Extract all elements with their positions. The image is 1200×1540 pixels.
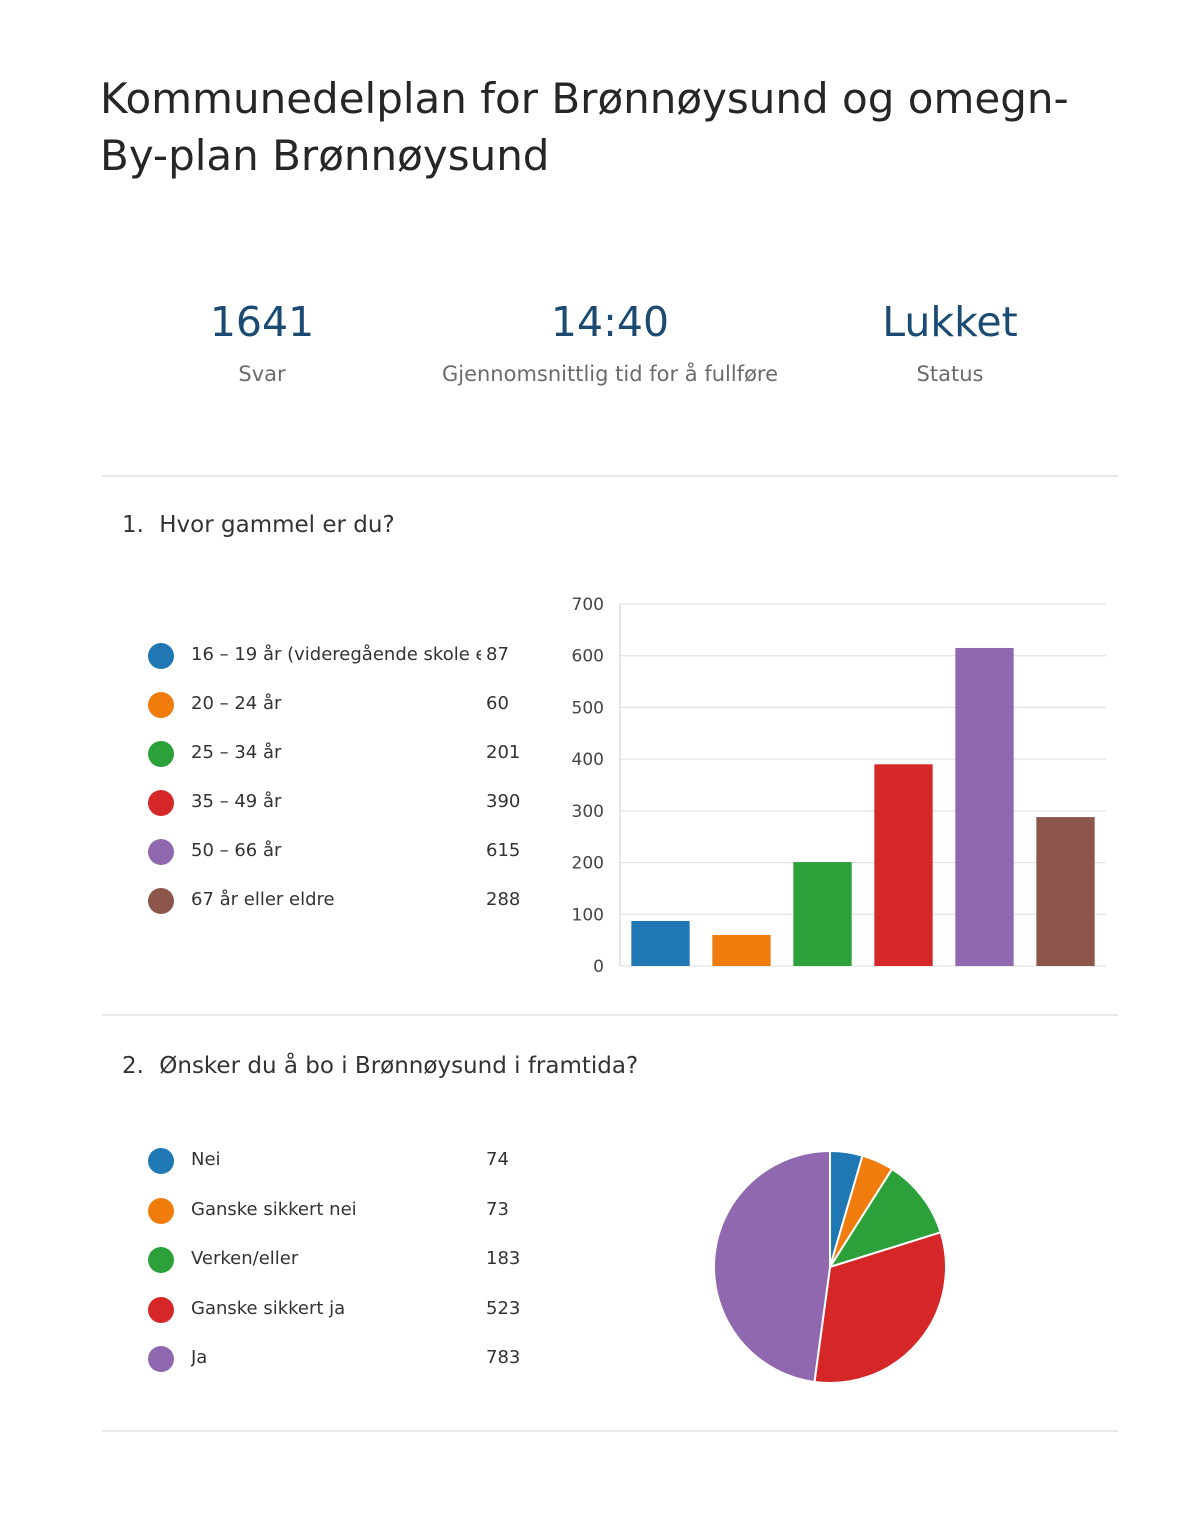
- future-legend-label: Verken/eller: [191, 1248, 299, 1269]
- future-legend-value: 74: [486, 1149, 509, 1170]
- age-legend-swatch: [148, 888, 174, 914]
- future-legend-label: Ganske sikkert ja: [191, 1297, 346, 1319]
- age-legend-value: 390: [486, 791, 521, 812]
- pie-slice: [813, 1231, 947, 1384]
- age-legend-swatch: [148, 643, 174, 669]
- age-legend-label: 25 – 34 år: [191, 742, 282, 763]
- age-legend-label: 35 – 49 år: [191, 791, 282, 812]
- future-legend-item: Nei 74: [148, 1146, 528, 1176]
- stat-avg-time-value: 14:40: [550, 298, 670, 346]
- future-legend-label: Ganske sikkert nei: [191, 1198, 357, 1220]
- bar: [793, 862, 852, 966]
- future-legend-label: Nei: [191, 1149, 221, 1170]
- age-legend-swatch: [148, 790, 174, 816]
- y-tick-label: 600: [572, 647, 604, 667]
- question-2-number: 2.: [122, 1053, 144, 1079]
- future-legend-item: Ganske sikkert ja 523: [148, 1295, 528, 1325]
- age-legend-label: 50 – 66 år: [191, 840, 282, 861]
- future-legend-item: Ganske sikkert nei 73: [148, 1196, 528, 1226]
- bar: [1036, 817, 1095, 966]
- question-1-number: 1.: [122, 512, 144, 538]
- pie-slice: [829, 1168, 942, 1268]
- stat-avg-time: 14:40 Gjennomsnittlig tid for å fullføre: [420, 296, 800, 386]
- future-pie-chart: [713, 1150, 947, 1384]
- age-legend-value: 201: [486, 742, 521, 763]
- stat-responses-label: Svar: [238, 362, 286, 386]
- question-2-text: Ønsker du å bo i Brønnøysund i framtida?: [159, 1053, 639, 1079]
- future-legend-swatch: [148, 1197, 174, 1224]
- future-legend-label: Ja: [191, 1347, 208, 1368]
- y-tick-label: 0: [593, 957, 604, 977]
- question-1-heading: 1. Hvor gammel er du?: [122, 512, 395, 538]
- age-bar-chart: 0 100 200 300 400 500 600 700: [572, 595, 1106, 977]
- y-tick-label: 300: [572, 802, 604, 822]
- question-2-heading: 2. Ønsker du å bo i Brønnøysund i framti…: [122, 1053, 638, 1079]
- stat-status: Lukket Status: [850, 296, 1050, 386]
- divider: [102, 1014, 1118, 1016]
- future-legend-swatch: [148, 1148, 174, 1174]
- age-legend-item: 16 – 19 år (videregående skole e... 87: [148, 641, 528, 671]
- y-tick-label: 200: [572, 854, 604, 874]
- age-legend-value: 87: [486, 644, 509, 665]
- bar: [631, 921, 690, 966]
- divider: [102, 1430, 1118, 1432]
- future-legend-swatch: [148, 1296, 174, 1323]
- y-tick-label: 500: [572, 698, 604, 718]
- divider: [102, 475, 1118, 477]
- stat-responses: 1641 Svar: [162, 296, 362, 386]
- age-legend-swatch: [148, 741, 174, 767]
- age-legend-value: 288: [486, 889, 521, 910]
- age-legend-swatch: [148, 692, 174, 718]
- age-legend-swatch: [148, 839, 174, 865]
- question-1-text: Hvor gammel er du?: [159, 512, 395, 538]
- stat-avg-time-label: Gjennomsnittlig tid for å fullføre: [441, 362, 779, 386]
- age-legend-label: 16 – 19 år (videregående skole e...: [191, 644, 481, 665]
- future-legend-swatch: [148, 1247, 174, 1273]
- bar: [712, 934, 771, 966]
- y-tick-label: 100: [572, 905, 604, 925]
- future-legend-swatch: [148, 1346, 174, 1372]
- future-legend-value: 73: [486, 1198, 509, 1220]
- page-title: Kommunedelplan for Brønnøysund og omegn-…: [100, 74, 1069, 180]
- future-legend-value: 783: [486, 1347, 521, 1368]
- age-legend-label: 20 – 24 år: [191, 693, 282, 714]
- age-legend-item: 67 år eller eldre 288: [148, 886, 528, 916]
- future-legend-item: Verken/eller 183: [148, 1245, 528, 1275]
- future-legend-value: 523: [486, 1297, 521, 1319]
- bar: [874, 764, 933, 966]
- age-legend-value: 615: [486, 840, 521, 861]
- age-legend-item: 25 – 34 år 201: [148, 739, 528, 769]
- y-tick-label: 700: [572, 595, 604, 615]
- age-legend-value: 60: [486, 693, 509, 714]
- pie-slice: [713, 1150, 831, 1383]
- age-legend-item: 35 – 49 år 390: [148, 788, 528, 818]
- future-legend-item: Ja 783: [148, 1344, 528, 1374]
- y-tick-label: 400: [572, 750, 604, 770]
- age-legend-label: 67 år eller eldre: [191, 889, 335, 910]
- stat-status-value: Lukket: [882, 298, 1018, 346]
- age-legend-item: 20 – 24 år 60: [148, 690, 528, 720]
- stat-responses-value: 1641: [209, 298, 315, 346]
- age-legend-item: 50 – 66 år 615: [148, 837, 528, 867]
- future-legend-value: 183: [486, 1248, 521, 1269]
- stat-status-label: Status: [916, 362, 984, 386]
- bar: [955, 647, 1014, 966]
